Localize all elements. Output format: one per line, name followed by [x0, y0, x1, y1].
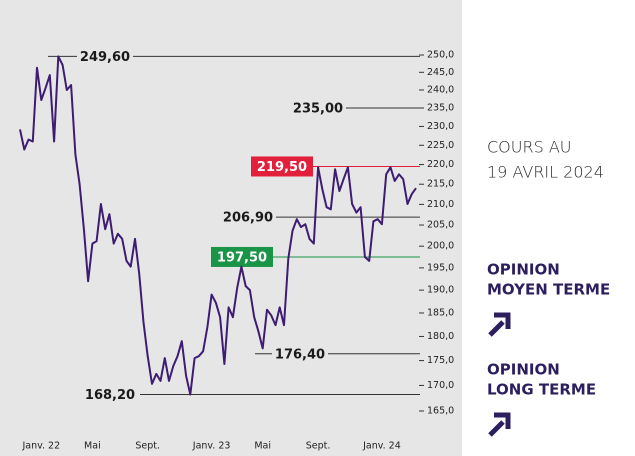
y-tick-label: 175,0 — [427, 355, 454, 366]
x-tick-label: Janv. 23 — [192, 441, 231, 452]
y-tick-label: 200,0 — [427, 241, 454, 252]
y-tick-label: 240,0 — [427, 84, 454, 95]
chart-panel — [0, 0, 462, 456]
reference-label: 206,90 — [223, 211, 273, 226]
reference-label: 168,20 — [85, 388, 135, 403]
y-tick-label: 210,0 — [427, 199, 454, 210]
y-tick-label: 190,0 — [427, 285, 454, 296]
x-tick-label: Janv. 24 — [362, 441, 401, 452]
y-tick-label: 245,0 — [427, 67, 454, 78]
y-tick-label: 220,0 — [427, 159, 454, 170]
label-bg — [290, 99, 346, 118]
reference-label: 249,60 — [80, 50, 130, 65]
reference-label: 197,50 — [217, 250, 267, 265]
label-bg — [272, 344, 328, 363]
opinion-term: MOYEN TERME — [487, 281, 610, 299]
x-tick-label: Sept. — [135, 441, 160, 452]
price-line — [19, 55, 417, 396]
reference-label: 176,40 — [275, 347, 325, 362]
y-tick-label: 170,0 — [427, 380, 454, 391]
y-tick-label: 235,0 — [427, 103, 454, 114]
y-tick-label: 195,0 — [427, 262, 454, 273]
up-arrow — [488, 312, 511, 337]
date-title: COURS AU — [487, 138, 572, 157]
y-tick-label: 205,0 — [427, 220, 454, 231]
y-tick-label: 215,0 — [427, 179, 454, 190]
y-tick-label: 250,0 — [427, 50, 454, 61]
label-box — [211, 246, 273, 267]
y-tick-label: 180,0 — [427, 331, 454, 342]
reference-label: 219,50 — [257, 160, 307, 175]
date: 19 AVRIL 2024 — [487, 163, 604, 182]
y-tick-label: 185,0 — [427, 307, 454, 318]
y-tick-label: 230,0 — [427, 121, 454, 132]
up-arrow — [488, 412, 511, 437]
opinion-title: OPINION — [487, 361, 560, 379]
x-tick-label: Mai — [254, 441, 271, 452]
label-bg — [82, 385, 138, 404]
label-box — [251, 156, 313, 177]
label-bg — [77, 47, 133, 66]
y-tick-label: 225,0 — [427, 140, 454, 151]
x-tick-label: Mai — [84, 441, 101, 452]
x-tick-label: Janv. 22 — [21, 441, 60, 452]
reference-label: 235,00 — [293, 102, 343, 117]
x-tick-label: Sept. — [306, 441, 331, 452]
y-tick-label: 165,0 — [427, 406, 454, 417]
opinion-term: LONG TERME — [487, 381, 596, 399]
label-bg — [220, 208, 276, 227]
opinion-title: OPINION — [487, 261, 560, 279]
